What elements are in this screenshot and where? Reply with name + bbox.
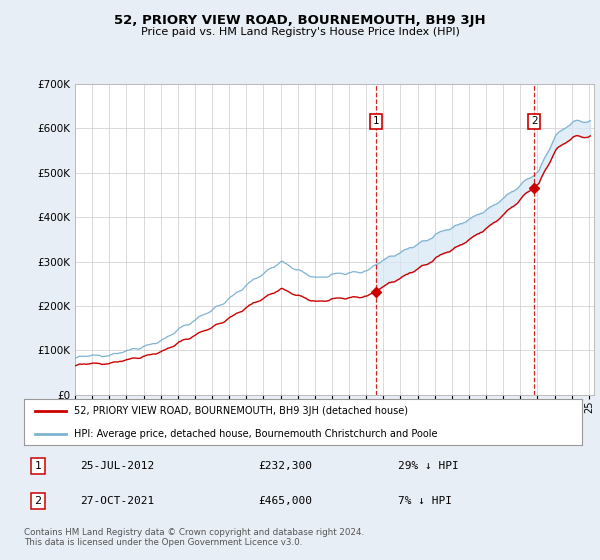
Text: 7% ↓ HPI: 7% ↓ HPI bbox=[398, 496, 452, 506]
Text: Price paid vs. HM Land Registry's House Price Index (HPI): Price paid vs. HM Land Registry's House … bbox=[140, 27, 460, 37]
Text: 1: 1 bbox=[34, 461, 41, 471]
Text: HPI: Average price, detached house, Bournemouth Christchurch and Poole: HPI: Average price, detached house, Bour… bbox=[74, 429, 438, 438]
Text: 27-OCT-2021: 27-OCT-2021 bbox=[80, 496, 154, 506]
Text: 52, PRIORY VIEW ROAD, BOURNEMOUTH, BH9 3JH (detached house): 52, PRIORY VIEW ROAD, BOURNEMOUTH, BH9 3… bbox=[74, 406, 408, 416]
Text: 2: 2 bbox=[531, 116, 538, 127]
Text: 29% ↓ HPI: 29% ↓ HPI bbox=[398, 461, 458, 471]
Text: £465,000: £465,000 bbox=[259, 496, 313, 506]
Text: Contains HM Land Registry data © Crown copyright and database right 2024.
This d: Contains HM Land Registry data © Crown c… bbox=[24, 528, 364, 547]
Text: 25-JUL-2012: 25-JUL-2012 bbox=[80, 461, 154, 471]
Text: 52, PRIORY VIEW ROAD, BOURNEMOUTH, BH9 3JH: 52, PRIORY VIEW ROAD, BOURNEMOUTH, BH9 3… bbox=[114, 14, 486, 27]
Text: £232,300: £232,300 bbox=[259, 461, 313, 471]
Text: 1: 1 bbox=[373, 116, 379, 127]
Text: 2: 2 bbox=[34, 496, 41, 506]
